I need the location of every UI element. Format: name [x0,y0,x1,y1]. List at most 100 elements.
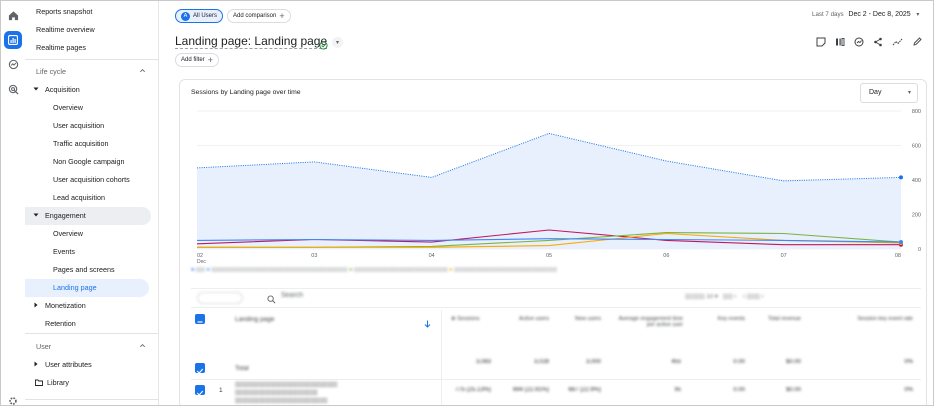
caret-right-icon [33,356,39,374]
home-icon[interactable] [5,7,21,23]
sidebar-item-label: Engagement [45,211,86,220]
sidebar-item-monetization[interactable]: Monetization [31,297,158,315]
series-end-point [899,240,903,245]
sidebar-item-events[interactable]: Events [53,247,75,256]
segment-chip-all-users[interactable]: A All Users [175,9,224,23]
compare-columns-icon[interactable] [834,36,846,48]
sidebar-section-user[interactable]: User [36,338,146,356]
column-header-avg-engagement[interactable]: Average engagement time per active user [618,316,683,328]
caret-down-icon [33,81,39,99]
dimension-chip[interactable] [197,292,243,304]
page-title-text: Landing page: Landing page [175,34,328,49]
add-comparison-button[interactable]: Add comparison + [227,9,291,23]
cell-active: 694 (22.91%) [512,387,549,393]
cell-key: 0.00 [733,359,745,365]
row-checkbox[interactable] [195,363,205,374]
customize-report-icon[interactable] [815,36,827,48]
sidebar-divider [25,399,158,400]
x-tick-label: 07 [781,253,787,259]
sidebar-item-realtime-overview[interactable]: Realtime overview [36,25,95,34]
table-pagination[interactable]: ▯▯▯▯▯▯ 10 ▾ ▯▯▯ ‹ ‹ ▯▯▯▯ › [685,294,764,300]
sidebar-item-retention[interactable]: Retention [45,319,76,328]
explore-icon[interactable] [5,56,21,72]
sidebar-divider [25,333,158,334]
add-filter-button[interactable]: Add filter + [175,53,219,67]
sidebar-item-traffic-acquisition[interactable]: Traffic acquisition [53,139,109,148]
y-tick-label: 200 [912,213,921,219]
sidebar-item-library[interactable]: Library [33,374,158,393]
select-all-checkbox[interactable] [195,314,205,324]
sidebar-section-lifecycle[interactable]: Life cycle [36,63,146,81]
cell-key: 0.00 [733,387,745,393]
granularity-select[interactable]: Day ▾ [860,83,918,103]
x-tick-label: 04 [429,253,435,259]
sidebar-item-acq-overview[interactable]: Overview [53,103,83,112]
plus-icon: + [279,11,285,21]
edit-pencil-icon[interactable] [911,36,923,48]
sidebar-item-pages-and-screens[interactable]: Pages and screens [53,265,115,274]
share-icon[interactable] [872,36,884,48]
row-index: 1 [219,387,223,394]
insights-icon[interactable] [853,36,865,48]
sort-arrow-icon [424,315,431,333]
column-header-key-events[interactable]: Key events [717,316,745,322]
verified-check-icon [319,37,328,55]
landing-page-url[interactable]: ▯▯▯▯▯▯▯▯▯▯▯▯▯▯▯▯▯▯▯▯▯▯▯▯▯▯▯▯▯▯▯ ▯▯▯▯▯▯▯▯▯… [235,382,338,404]
sidebar-item-realtime-pages[interactable]: Realtime pages [36,43,86,52]
trend-icon[interactable] [891,36,903,48]
cell-rate: 0% [904,359,913,365]
row-checkbox[interactable] [195,385,205,396]
cell-new: 3,000 [585,359,601,365]
sidebar-item-non-google-campaign[interactable]: Non Google campaign [53,157,125,166]
icon-rail [1,1,25,405]
chevron-up-icon [139,63,146,81]
sidebar-item-lead-acquisition[interactable]: Lead acquisition [53,193,105,202]
x-tick-label: 03 [311,253,317,259]
cell-revenue: $0.00 [785,387,801,393]
granularity-value: Day [869,89,882,96]
sidebar-item-landing-page[interactable]: Landing page [25,279,149,297]
date-range-selector[interactable]: Last 7 days Dec 2 - Dec 8, 2025 ▾ [812,11,920,18]
y-tick-label: 0 [918,247,921,253]
sidebar-item-label: Monetization [45,301,86,310]
sidebar-item-user-acquisition-cohorts[interactable]: User acquisition cohorts [53,175,130,184]
x-tick-label: 06 [663,253,669,259]
cell-sessions: 3,083 [475,359,491,365]
cell-sessions: 775 (25.13%) [454,387,491,393]
advertising-icon[interactable] [5,81,21,97]
cell-active: 3,028 [533,359,549,365]
add-filter-label: Add filter [181,57,205,63]
section-label: Life cycle [36,67,66,76]
chart-legend: ● ▯▯▯ ● ▯▯▯▯▯▯▯▯▯▯▯▯▯▯▯▯▯▯▯▯▯▯▯▯▯▯▯▯▯▯▯▯… [191,267,558,273]
sidebar-item-eng-overview[interactable]: Overview [53,229,83,238]
caret-down-icon: ▾ [907,90,911,96]
cell-revenue: $0.00 [785,359,801,365]
sidebar-item-engagement[interactable]: Engagement [25,207,151,225]
table-row-total-label: Total [235,365,249,372]
column-header-session-key-event-rate[interactable]: Session key event rate [857,316,913,322]
cell-avg: 45s [671,359,681,365]
series-line [196,132,902,182]
column-header-new-users[interactable]: New users [575,316,601,322]
title-dropdown-button[interactable]: ▾ [332,37,343,48]
column-header-landing[interactable]: Landing page [235,316,275,323]
cell-avg: 9s [674,387,681,393]
sidebar-item-acquisition[interactable]: Acquisition [31,81,158,99]
sidebar-item-user-acquisition[interactable]: User acquisition [53,121,105,130]
sidebar-item-label: User attributes [45,360,92,369]
column-header-sessions[interactable]: ⊕ Sessions [451,316,480,322]
segment-badge: A [181,11,190,21]
y-tick-label: 800 [912,109,921,115]
column-header-active-users[interactable]: Active users [519,316,549,322]
sidebar-nav: Reports snapshot Realtime overview Realt… [25,1,159,405]
settings-gear-icon[interactable] [5,393,21,405]
column-header-total-revenue[interactable]: Total revenue [767,316,801,322]
sidebar-item-user-attributes[interactable]: User attributes [31,356,158,374]
folder-icon [35,375,43,393]
reports-icon[interactable] [4,31,22,49]
table-search-input[interactable]: Search [281,292,304,299]
caret-right-icon [33,297,39,315]
sidebar-item-reports-snapshot[interactable]: Reports snapshot [36,7,93,16]
